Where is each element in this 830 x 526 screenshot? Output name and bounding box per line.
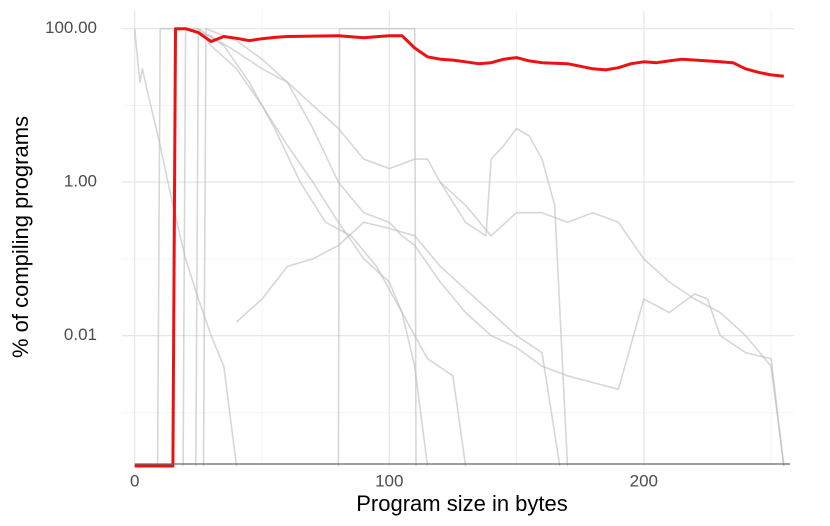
series-line xyxy=(337,27,417,467)
y-axis-title: % of compiling programs xyxy=(8,116,33,358)
series-line xyxy=(182,27,569,467)
y-tick-label: 100.00 xyxy=(45,18,97,37)
series-line xyxy=(202,27,785,467)
series-line xyxy=(235,221,561,467)
series-line xyxy=(439,181,785,467)
series-line xyxy=(195,27,467,467)
series-line xyxy=(133,28,238,467)
x-tick-label: 0 xyxy=(130,471,139,490)
x-tick-label: 200 xyxy=(630,471,658,490)
x-axis-title: Program size in bytes xyxy=(356,491,568,516)
y-tick-label: 0.01 xyxy=(64,325,97,344)
highlight-line xyxy=(134,27,784,468)
y-tick-label: 1.00 xyxy=(64,172,97,191)
x-tick-label: 100 xyxy=(375,471,403,490)
